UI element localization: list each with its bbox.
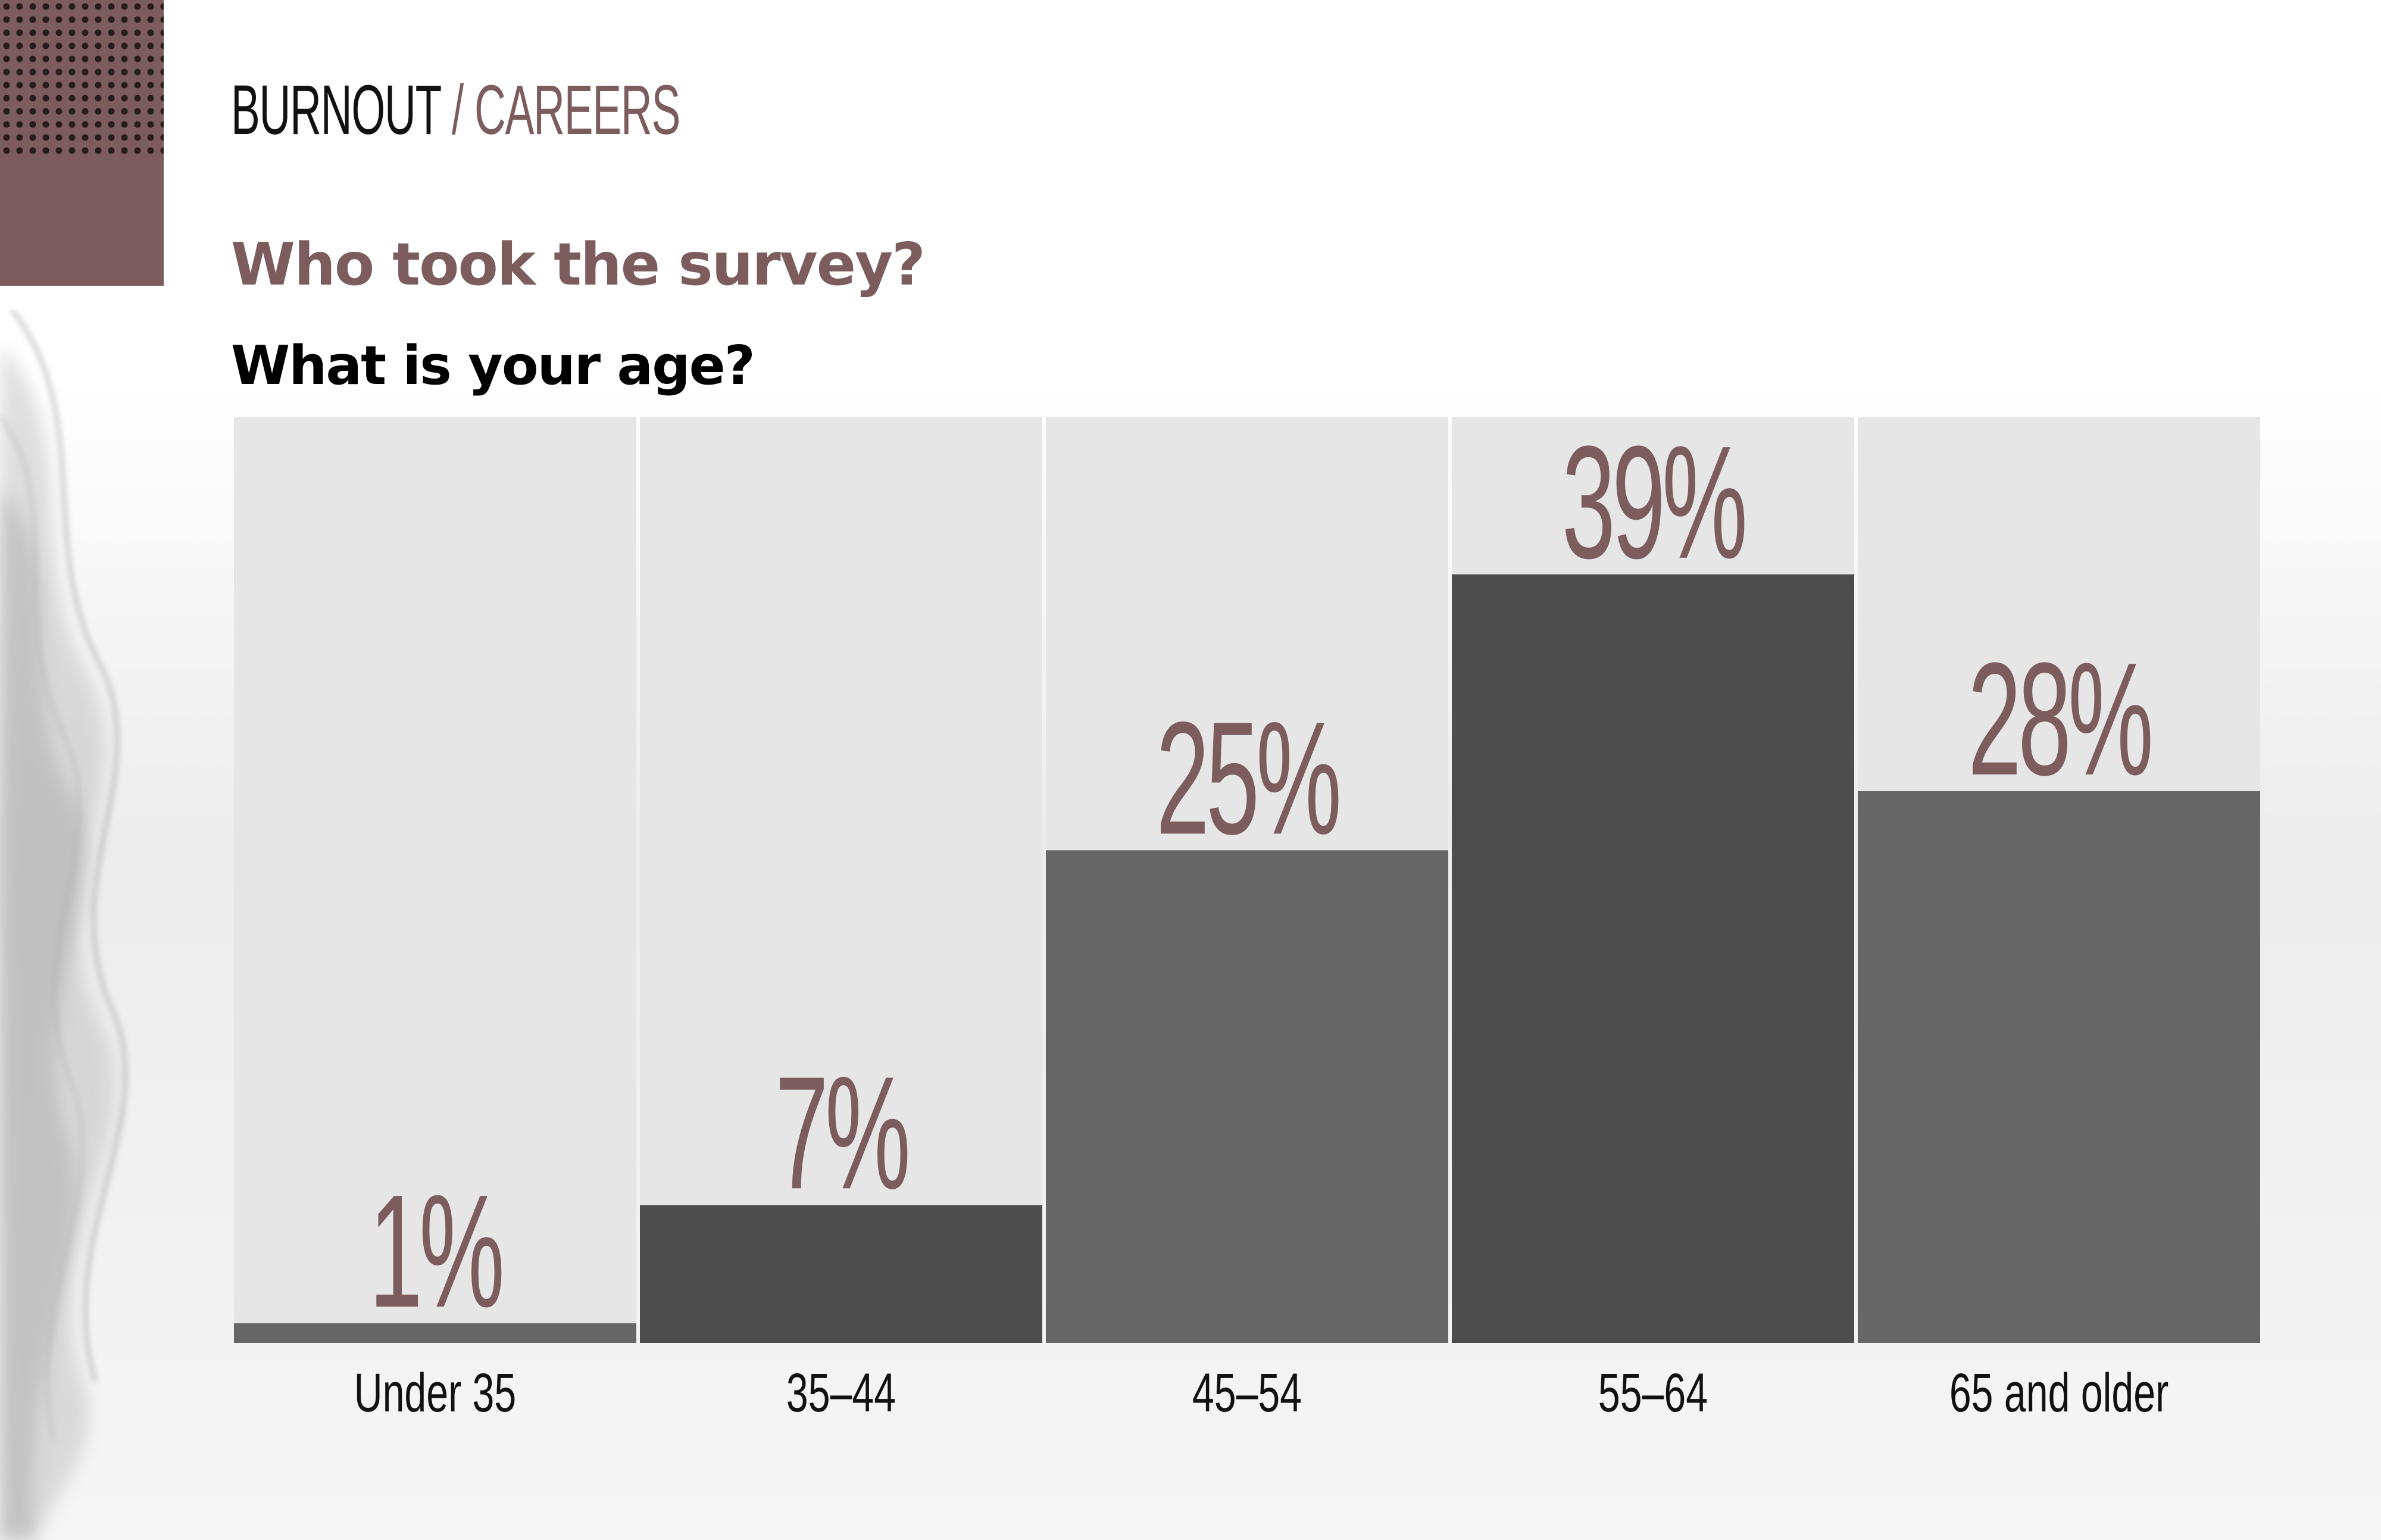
section-category: CAREERS xyxy=(474,71,680,149)
decorative-dot-pattern xyxy=(0,0,164,158)
data-label: 39% xyxy=(1562,413,1745,592)
bar xyxy=(1452,574,1854,1343)
data-label: 28% xyxy=(1968,629,2151,809)
page-title: Who took the survey? xyxy=(231,231,926,299)
decorative-accent-block xyxy=(0,158,164,286)
section-separator: / xyxy=(451,71,464,149)
smoke-decoration xyxy=(0,310,127,1540)
section-name: BURNOUT xyxy=(231,71,441,149)
bar xyxy=(1046,850,1448,1343)
data-label: 25% xyxy=(1156,689,1339,869)
bar xyxy=(1858,791,2260,1343)
column-background xyxy=(234,417,636,1343)
data-label: 7% xyxy=(775,1044,908,1223)
category-label: 55–64 xyxy=(1598,1361,1708,1423)
bar xyxy=(234,1323,636,1343)
chart-title: What is your age? xyxy=(231,335,755,397)
category-label: 35–44 xyxy=(786,1361,896,1423)
data-label: 1% xyxy=(369,1161,502,1341)
category-label: Under 35 xyxy=(354,1361,516,1423)
section-label: BURNOUT / CAREERS xyxy=(231,71,680,149)
category-label: 65 and older xyxy=(1949,1361,2168,1423)
column-background xyxy=(640,417,1042,1343)
category-label: 45–54 xyxy=(1192,1361,1302,1423)
bar xyxy=(640,1205,1042,1343)
